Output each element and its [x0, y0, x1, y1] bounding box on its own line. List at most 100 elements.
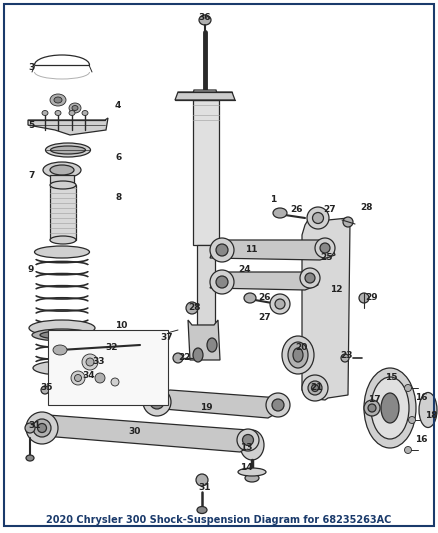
- Ellipse shape: [26, 412, 58, 444]
- Text: 33: 33: [92, 358, 105, 367]
- Text: 32: 32: [105, 343, 117, 352]
- Ellipse shape: [193, 348, 203, 362]
- Ellipse shape: [266, 393, 290, 417]
- Bar: [50, 185, 76, 240]
- Ellipse shape: [364, 400, 380, 416]
- Ellipse shape: [311, 384, 318, 392]
- Ellipse shape: [307, 207, 329, 229]
- Ellipse shape: [111, 378, 119, 386]
- Text: 34: 34: [82, 372, 95, 381]
- Ellipse shape: [305, 273, 315, 283]
- Ellipse shape: [50, 94, 66, 106]
- Text: 5: 5: [28, 120, 34, 130]
- Ellipse shape: [368, 404, 376, 412]
- Ellipse shape: [343, 217, 353, 227]
- Ellipse shape: [216, 276, 228, 288]
- Ellipse shape: [150, 395, 164, 409]
- Text: 13: 13: [240, 443, 252, 453]
- Ellipse shape: [186, 302, 198, 314]
- Text: 35: 35: [40, 384, 53, 392]
- Text: 3: 3: [28, 63, 34, 72]
- Ellipse shape: [244, 245, 251, 252]
- Polygon shape: [28, 118, 108, 135]
- Text: 6: 6: [115, 154, 121, 163]
- Text: 28: 28: [188, 303, 201, 312]
- Polygon shape: [152, 390, 282, 418]
- Ellipse shape: [273, 208, 287, 218]
- Text: 1: 1: [270, 196, 276, 205]
- Text: 36: 36: [198, 13, 211, 22]
- Bar: [48, 330, 168, 405]
- Ellipse shape: [55, 110, 61, 116]
- Ellipse shape: [42, 110, 48, 116]
- Text: 9: 9: [28, 265, 34, 274]
- Ellipse shape: [173, 353, 183, 363]
- Ellipse shape: [35, 246, 89, 258]
- Polygon shape: [210, 272, 318, 290]
- Text: 16: 16: [415, 435, 427, 445]
- Bar: [193, 100, 219, 245]
- Ellipse shape: [69, 103, 81, 113]
- Ellipse shape: [38, 424, 46, 432]
- Text: 11: 11: [245, 246, 258, 254]
- Ellipse shape: [196, 474, 208, 486]
- Ellipse shape: [359, 293, 369, 303]
- Text: 19: 19: [200, 403, 212, 413]
- Text: 8: 8: [115, 193, 121, 203]
- Ellipse shape: [207, 338, 217, 352]
- Text: 24: 24: [238, 265, 251, 274]
- Ellipse shape: [405, 447, 411, 454]
- Text: 7: 7: [28, 171, 34, 180]
- Ellipse shape: [82, 110, 88, 116]
- Ellipse shape: [143, 388, 171, 416]
- Ellipse shape: [82, 354, 98, 370]
- Text: 4: 4: [115, 101, 121, 109]
- Ellipse shape: [33, 361, 91, 375]
- Polygon shape: [302, 218, 350, 400]
- Bar: [50, 175, 74, 183]
- Ellipse shape: [381, 393, 399, 423]
- Ellipse shape: [50, 146, 85, 154]
- Ellipse shape: [43, 162, 81, 178]
- Text: 2020 Chrysler 300 Shock-Suspension Diagram for 68235263AC: 2020 Chrysler 300 Shock-Suspension Diagr…: [46, 515, 392, 525]
- Ellipse shape: [270, 294, 290, 314]
- Ellipse shape: [240, 430, 264, 460]
- Text: 15: 15: [385, 374, 398, 383]
- Text: 37: 37: [160, 334, 173, 343]
- Ellipse shape: [46, 143, 91, 157]
- Ellipse shape: [72, 106, 78, 110]
- Ellipse shape: [302, 375, 328, 401]
- Ellipse shape: [197, 506, 207, 513]
- Polygon shape: [175, 92, 235, 100]
- Text: 22: 22: [178, 353, 191, 362]
- Text: 31: 31: [198, 483, 211, 492]
- Text: 26: 26: [258, 294, 271, 303]
- Ellipse shape: [419, 392, 437, 427]
- Text: 16: 16: [415, 393, 427, 402]
- Ellipse shape: [272, 399, 284, 411]
- Ellipse shape: [282, 336, 314, 374]
- Ellipse shape: [26, 455, 34, 461]
- Text: 20: 20: [295, 343, 307, 352]
- Ellipse shape: [245, 474, 259, 482]
- Text: 17: 17: [368, 395, 381, 405]
- Text: 30: 30: [128, 427, 140, 437]
- Ellipse shape: [216, 244, 228, 253]
- Ellipse shape: [210, 238, 234, 262]
- Polygon shape: [32, 415, 252, 452]
- Text: 28: 28: [360, 204, 372, 213]
- Ellipse shape: [308, 381, 322, 395]
- Ellipse shape: [320, 243, 330, 253]
- Text: 18: 18: [425, 410, 438, 419]
- Ellipse shape: [29, 320, 95, 336]
- Ellipse shape: [237, 429, 259, 451]
- Text: 14: 14: [240, 464, 253, 472]
- Ellipse shape: [54, 97, 62, 103]
- Ellipse shape: [216, 244, 228, 256]
- Ellipse shape: [40, 331, 84, 339]
- Text: 27: 27: [258, 313, 271, 322]
- Text: 26: 26: [290, 206, 303, 214]
- Ellipse shape: [41, 386, 49, 394]
- Ellipse shape: [405, 384, 411, 392]
- Ellipse shape: [364, 368, 416, 448]
